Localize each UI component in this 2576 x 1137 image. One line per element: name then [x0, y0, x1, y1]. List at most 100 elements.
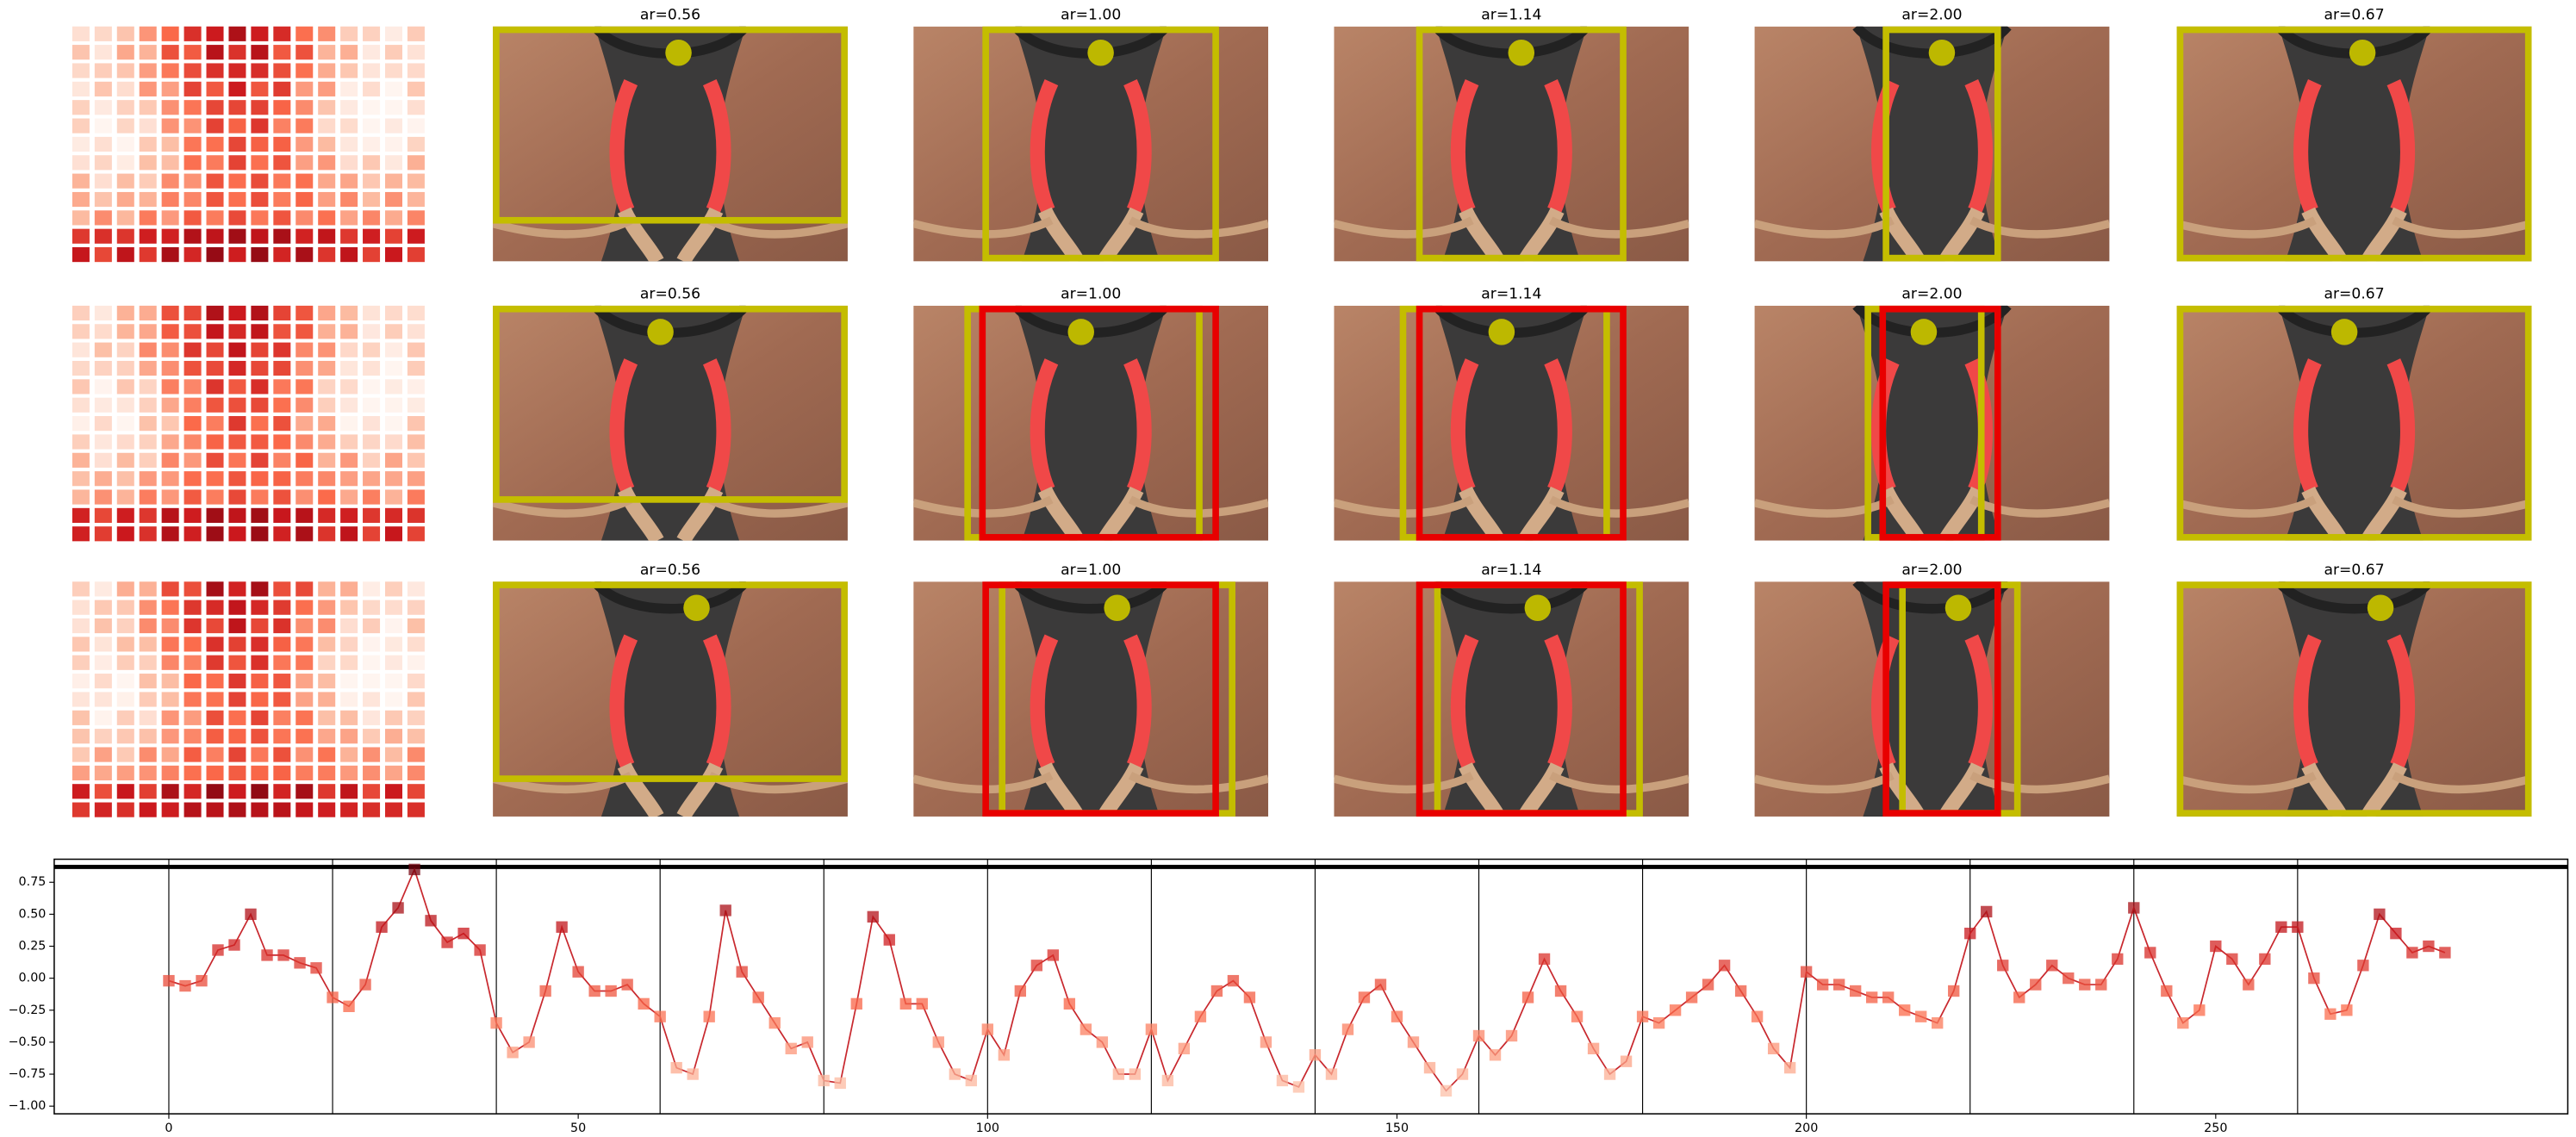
heatmap-cell — [251, 155, 269, 171]
photo — [2177, 306, 2532, 541]
heatmap-cell — [407, 489, 425, 505]
keypoint — [1944, 594, 1972, 622]
heatmap-cell — [384, 471, 402, 487]
heatmap-cell — [139, 100, 157, 115]
heatmap-cell — [363, 765, 381, 780]
marker — [1129, 1068, 1142, 1080]
heatmap-cell — [94, 342, 112, 357]
heatmap-cell — [116, 489, 134, 505]
heatmap-cell — [161, 173, 179, 189]
heatmap-cell — [139, 63, 157, 78]
marker — [1374, 979, 1387, 991]
marker — [752, 991, 764, 1003]
marker — [1292, 1081, 1305, 1093]
marker — [1652, 1016, 1665, 1029]
heatmap-cell — [94, 118, 112, 134]
heatmap-cell — [340, 247, 358, 263]
heatmap-cell — [273, 802, 291, 817]
heatmap-cell — [296, 247, 314, 263]
heatmap-cell — [251, 765, 269, 780]
heatmap-cell — [94, 155, 112, 171]
panel-title: ar=2.00 — [1901, 562, 1962, 579]
heatmap-cell — [184, 324, 202, 339]
marker — [2144, 947, 2156, 959]
heatmap-cell — [363, 618, 381, 634]
heatmap-cell — [184, 118, 202, 134]
marker — [981, 1023, 993, 1035]
heatmap-cell — [251, 360, 269, 376]
marker — [2177, 1016, 2189, 1029]
heatmap-cell — [407, 397, 425, 413]
marker — [1587, 1042, 1600, 1055]
heatmap-cell — [184, 305, 202, 321]
heatmap-cell — [94, 581, 112, 597]
heatmap-cell — [94, 489, 112, 505]
marker — [1783, 1061, 1796, 1074]
heatmap-cell — [139, 489, 157, 505]
heatmap-cell — [296, 228, 314, 244]
heatmap-cell — [139, 434, 157, 450]
heatmap-cell — [72, 765, 90, 780]
heatmap-cell — [251, 784, 269, 799]
heatmap-cell — [296, 379, 314, 395]
marker — [2013, 991, 2025, 1003]
heatmap-cell — [72, 26, 90, 41]
heatmap-cell — [273, 637, 291, 652]
heatmap-cell — [228, 471, 246, 487]
y-tick-label: −1.00 — [9, 1099, 47, 1113]
heatmap-cell — [273, 452, 291, 468]
y-tick-label: 0.00 — [19, 972, 47, 985]
heatmap-cell — [251, 600, 269, 615]
red-box — [1882, 581, 2001, 817]
plot-frame — [53, 858, 2569, 1115]
panel-title: ar=2.00 — [1901, 6, 1962, 23]
marker — [310, 962, 322, 974]
heatmap-cell — [206, 63, 224, 78]
heatmap-cell — [340, 360, 358, 376]
heatmap-cell — [273, 784, 291, 799]
heatmap-cell — [363, 45, 381, 60]
panel-grid: ar=0.56 ar=1.00 ar=1.14 ar=2.00 ar=0.67 ar=0.… — [72, 6, 2532, 817]
heatmap-cell — [228, 692, 246, 707]
heatmap-cell — [94, 324, 112, 339]
heatmap-cell — [407, 507, 425, 523]
heatmap-cell — [384, 305, 402, 321]
heatmap-cell — [206, 397, 224, 413]
keypoint — [1508, 39, 1535, 66]
heatmap-cell — [184, 729, 202, 744]
heatmap-cell — [161, 155, 179, 171]
heatmap-cell — [228, 507, 246, 523]
heatmap-cell — [161, 507, 179, 523]
marker — [1718, 960, 1731, 972]
heatmap-cell — [184, 692, 202, 707]
heatmap-cell — [273, 729, 291, 744]
heatmap-cell — [228, 765, 246, 780]
heatmap-cell — [139, 618, 157, 634]
marker — [507, 1047, 519, 1059]
heatmap-cell — [94, 434, 112, 450]
heatmap-cell — [340, 471, 358, 487]
heatmap-cell — [184, 416, 202, 432]
keypoint — [1910, 319, 1938, 345]
marker — [277, 949, 289, 961]
heatmap-cell — [251, 26, 269, 41]
marker — [1899, 1004, 1911, 1016]
heatmap-cell — [228, 802, 246, 817]
marker — [327, 991, 339, 1003]
heatmap-cell — [161, 210, 179, 226]
heatmap-cell — [139, 45, 157, 60]
heatmap-cell — [407, 416, 425, 432]
heatmap-cell — [116, 710, 134, 725]
marker — [818, 1074, 830, 1087]
heatmap-cell — [407, 100, 425, 115]
marker — [343, 1000, 355, 1012]
heatmap-cell — [139, 765, 157, 780]
heatmap-cell — [318, 765, 336, 780]
heatmap-cell — [296, 118, 314, 134]
heatmap-cell — [72, 191, 90, 208]
heatmap-cell — [318, 191, 336, 208]
heatmap-cell — [184, 360, 202, 376]
heatmap-cell — [251, 452, 269, 468]
heatmap-cell — [340, 784, 358, 799]
heatmap-cell — [363, 489, 381, 505]
